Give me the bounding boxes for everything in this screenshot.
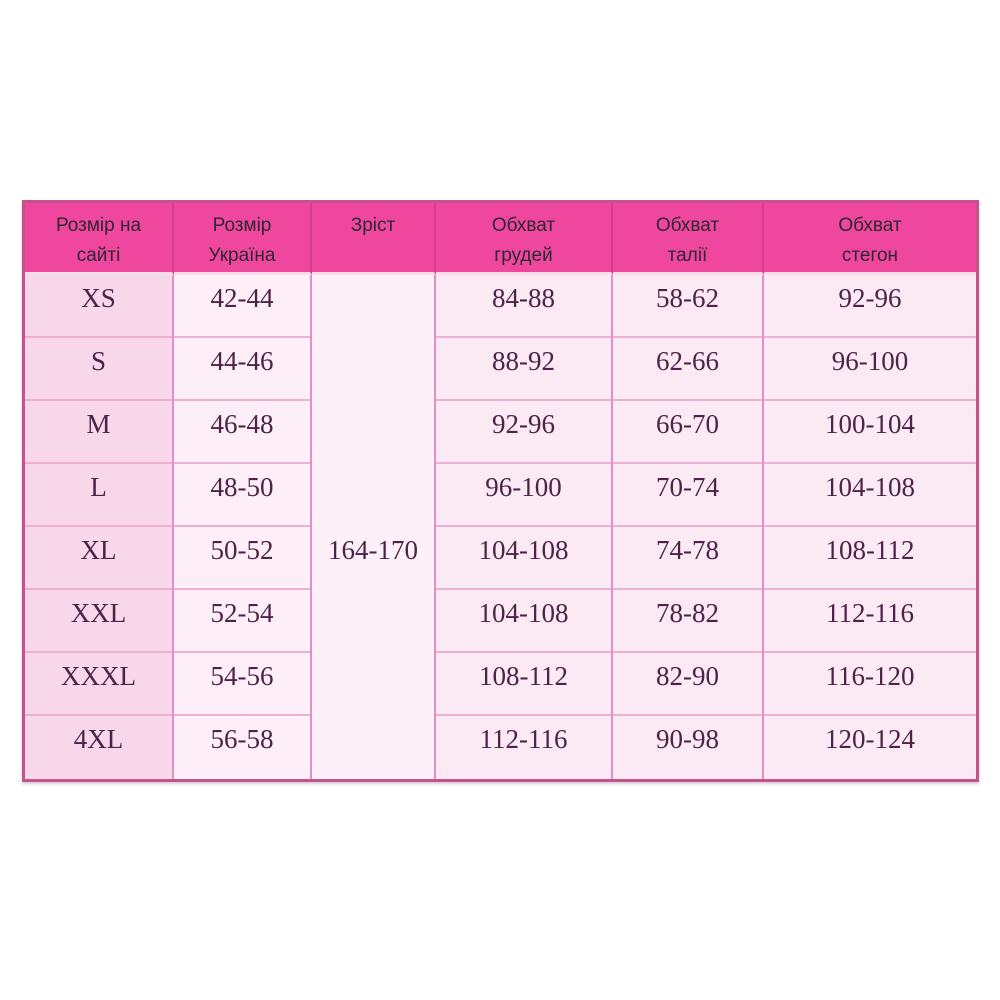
header-line: Зріст: [350, 215, 396, 236]
cell-size: XXXL: [25, 653, 172, 716]
cell-hips: 116-120: [764, 653, 976, 716]
cell-ua-size: 54-56: [174, 653, 310, 716]
header-cell-ua-size: Розмір Україна: [174, 203, 312, 275]
cell-waist: 70-74: [613, 464, 762, 527]
cell-ua-size: 48-50: [174, 464, 310, 527]
column-chest: Обхват грудей 84-88 88-92 92-96 96-100 1…: [436, 203, 613, 779]
cell-size: L: [25, 464, 172, 527]
column-site-size: Розмір на сайті XS S M L XL XXL XXXL 4XL: [25, 203, 174, 779]
cell-waist: 78-82: [613, 590, 762, 653]
cell-chest: 88-92: [436, 338, 611, 401]
cell-hips: 120-124: [764, 716, 976, 779]
cell-size: 4XL: [25, 716, 172, 779]
header-line: сайті: [76, 245, 121, 266]
cell-size: M: [25, 401, 172, 464]
cell-hips: 96-100: [764, 338, 976, 401]
column-ua-size: Розмір Україна 42-44 44-46 46-48 48-50 5…: [174, 203, 312, 779]
cell-height-merged: 164-170: [312, 275, 434, 779]
header-line: Обхват: [655, 215, 720, 236]
header-line: Україна: [208, 245, 276, 266]
cell-ua-size: 52-54: [174, 590, 310, 653]
cell-size: XL: [25, 527, 172, 590]
cell-waist: 74-78: [613, 527, 762, 590]
cell-waist: 62-66: [613, 338, 762, 401]
cell-chest: 84-88: [436, 275, 611, 338]
header-line: Обхват: [838, 215, 902, 236]
cell-hips: 112-116: [764, 590, 976, 653]
header-line: талії: [667, 245, 708, 266]
cell-hips: 92-96: [764, 275, 976, 338]
header-line: Розмір: [212, 215, 272, 236]
header-line: стегон: [841, 245, 899, 266]
cell-chest: 92-96: [436, 401, 611, 464]
cell-chest: 112-116: [436, 716, 611, 779]
header-cell-waist: Обхват талії: [613, 203, 764, 275]
cell-ua-size: 42-44: [174, 275, 310, 338]
cell-chest: 96-100: [436, 464, 611, 527]
cell-hips: 104-108: [764, 464, 976, 527]
cell-waist: 90-98: [613, 716, 762, 779]
cell-chest: 108-112: [436, 653, 611, 716]
header-cell-site-size: Розмір на сайті: [25, 203, 174, 275]
column-hips: Обхват стегон 92-96 96-100 100-104 104-1…: [764, 203, 976, 779]
cell-chest: 104-108: [436, 590, 611, 653]
cell-chest: 104-108: [436, 527, 611, 590]
cell-hips: 108-112: [764, 527, 976, 590]
header-line: грудей: [494, 245, 553, 266]
column-height: Зріст 164-170: [312, 203, 436, 779]
header-cell-hips: Обхват стегон: [764, 203, 976, 275]
cell-size: XXL: [25, 590, 172, 653]
cell-waist: 58-62: [613, 275, 762, 338]
cell-size: S: [25, 338, 172, 401]
cell-ua-size: 50-52: [174, 527, 310, 590]
header-line: Обхват: [491, 215, 556, 236]
cell-hips: 100-104: [764, 401, 976, 464]
cell-waist: 82-90: [613, 653, 762, 716]
header-cell-height: Зріст: [312, 203, 436, 275]
header-cell-chest: Обхват грудей: [436, 203, 613, 275]
cell-ua-size: 46-48: [174, 401, 310, 464]
header-line: Розмір на: [55, 215, 142, 236]
column-waist: Обхват талії 58-62 62-66 66-70 70-74 74-…: [613, 203, 764, 779]
cell-ua-size: 44-46: [174, 338, 310, 401]
size-chart-table: Розмір на сайті XS S M L XL XXL XXXL 4XL…: [22, 200, 979, 782]
cell-size: XS: [25, 275, 172, 338]
cell-ua-size: 56-58: [174, 716, 310, 779]
cell-waist: 66-70: [613, 401, 762, 464]
